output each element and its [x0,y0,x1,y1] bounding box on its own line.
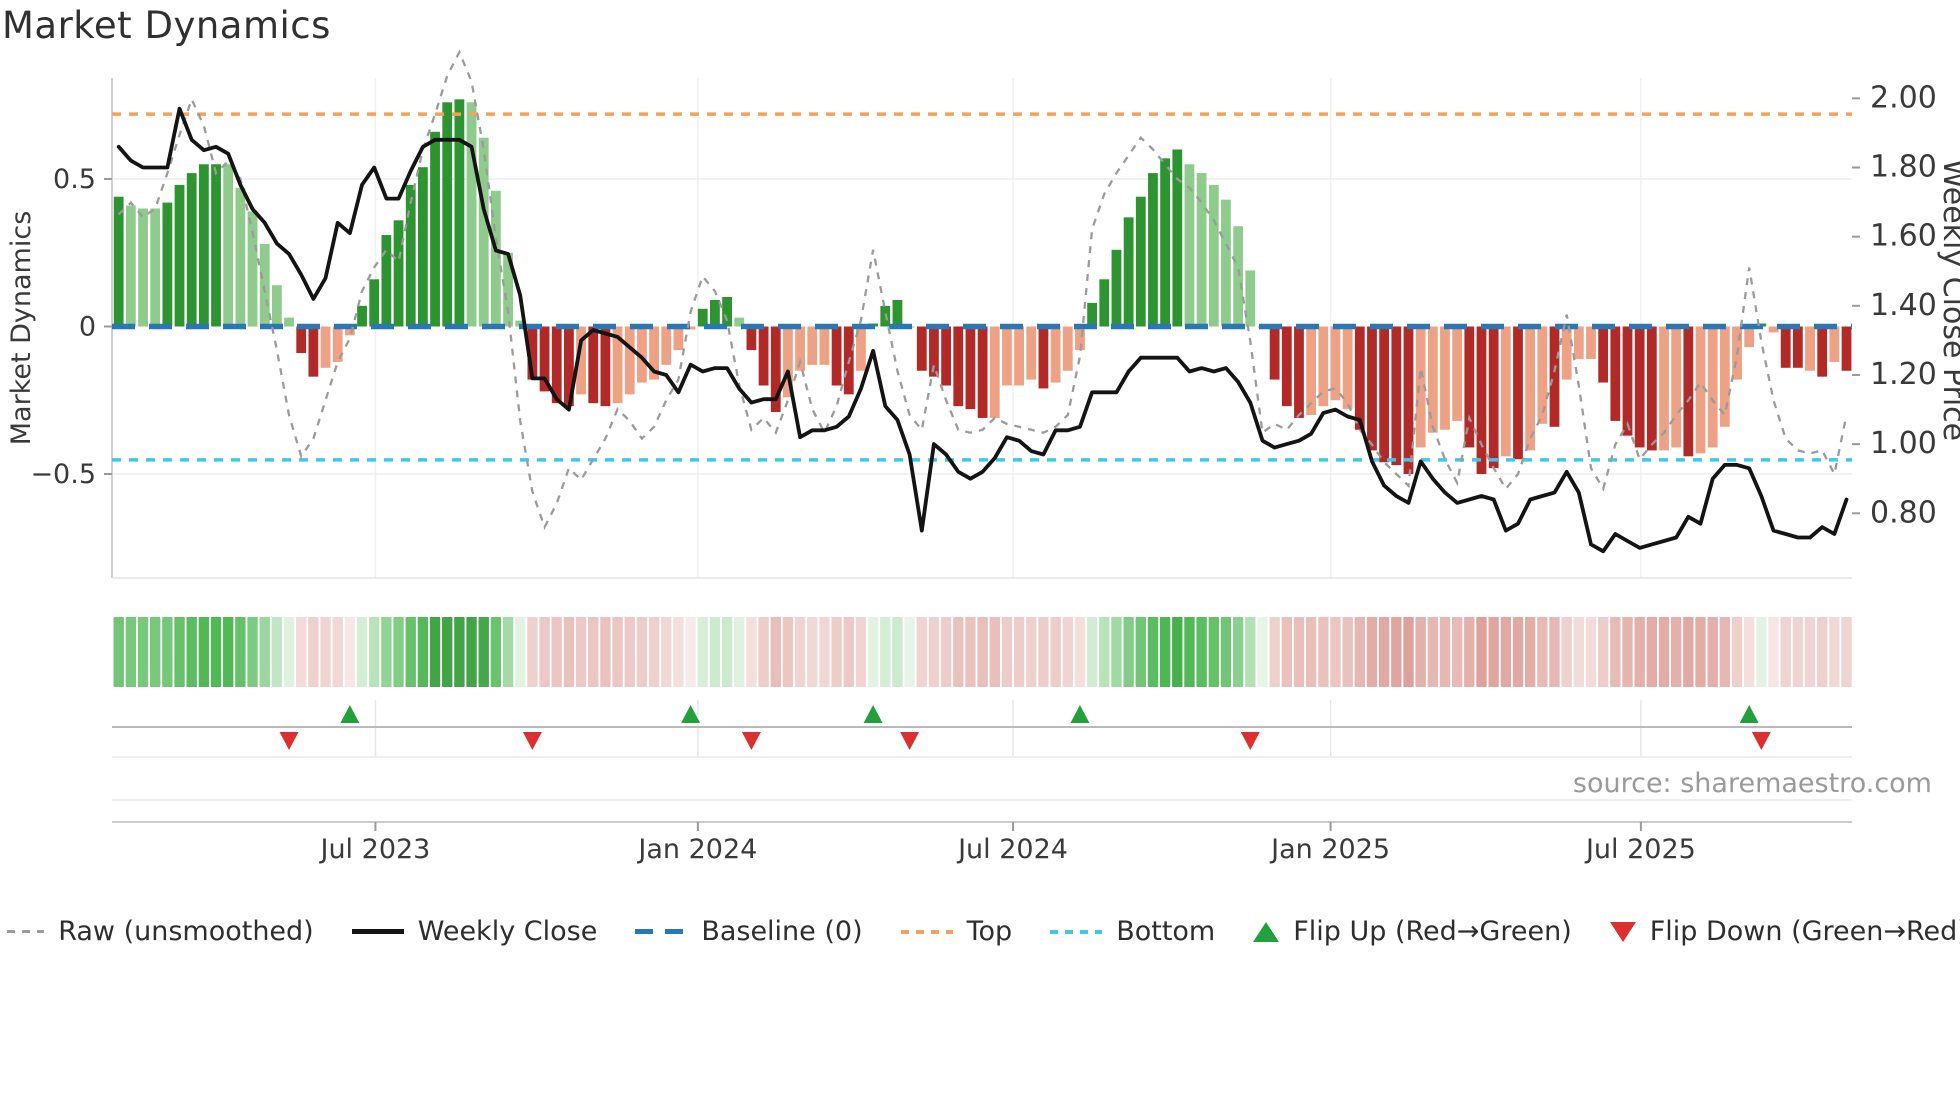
y-tick-label-right: 2.00 [1870,80,1937,115]
x-tick-label: Jan 2024 [636,834,757,865]
legend-label: Top [966,916,1013,947]
flip-up-marker [340,705,360,723]
y-tick-label-left: 0 [79,312,96,343]
legend-item-baseline: Baseline (0) [635,916,863,947]
baseline-line-icon [635,929,688,934]
x-tick-label: Jul 2025 [1584,834,1696,865]
flip-up-marker [681,705,701,723]
left-axis-title: Market Dynamics [6,211,37,446]
legend-item-flip-up: Flip Up (Red→Green) [1253,916,1572,947]
legend-label: Weekly Close [417,916,598,947]
flip-down-marker [1240,732,1260,750]
legend-label: Baseline (0) [701,916,863,947]
legend-label: Raw (unsmoothed) [58,916,314,947]
right-axis-title: Weekly Close Price [1936,159,1960,441]
legend-item-flip-down: Flip Down (Green→Red) [1609,916,1960,947]
top-line-icon [900,929,953,934]
axes-spines [111,78,1852,823]
flip-up-marker [1739,705,1759,723]
x-tick-label: Jan 2025 [1269,834,1390,865]
left-axis: 0.5 0 −0.5 Market Dynamics [6,164,112,490]
flip-down-marker [900,732,920,750]
raw-line-icon [0,930,45,933]
flip-up-marker [1070,705,1090,723]
flip-up-marker [863,705,883,723]
bottom-line-icon [1050,929,1103,934]
weekly-close-line-icon [351,929,404,934]
x-axis: Jul 2023 Jan 2024 Jul 2024 Jan 2025 Jul 2025 [318,822,1696,865]
x-tick-label: Jul 2024 [956,834,1068,865]
legend-item-top: Top [900,916,1013,947]
legend-item-bottom: Bottom [1050,916,1215,947]
flip-up-triangle-icon [1253,921,1280,942]
right-axis: 2.00 1.80 1.60 1.40 1.20 1.00 0.80 Weekly Close… [1852,80,1960,530]
y-tick-label-right: 1.40 [1870,288,1937,323]
legend-item-weekly-close: Weekly Close [351,916,598,947]
chart-title: Market Dynamics [2,4,331,47]
flip-marker-panel [112,705,1852,750]
y-tick-label-right: 1.20 [1870,357,1937,392]
flip-down-marker [1751,732,1771,750]
legend: Raw (unsmoothed) Weekly Close Baseline (… [0,916,1960,947]
flip-down-marker [522,732,542,750]
y-tick-label-right: 0.80 [1870,495,1937,530]
weekly-close-line [116,106,1849,554]
flip-down-marker [279,732,299,750]
momentum-bars [113,99,1852,474]
y-tick-label-left: −0.5 [30,459,96,490]
y-tick-label-right: 1.60 [1870,219,1937,254]
heatmap-ribbon [113,617,1852,687]
legend-label: Flip Up (Red→Green) [1293,916,1572,947]
legend-label: Flip Down (Green→Red) [1649,916,1960,947]
y-tick-label-right: 1.00 [1870,426,1937,461]
legend-item-raw: Raw (unsmoothed) [0,916,314,947]
source-text: source: sharemaestro.com [1573,768,1932,799]
flip-down-triangle-icon [1609,921,1636,942]
flip-down-marker [741,732,761,750]
y-tick-label-left: 0.5 [53,164,96,195]
legend-label: Bottom [1116,916,1216,947]
raw-line [117,49,1848,531]
reference-lines [112,112,1852,462]
x-tick-label: Jul 2023 [318,834,430,865]
y-tick-label-right: 1.80 [1870,150,1937,185]
